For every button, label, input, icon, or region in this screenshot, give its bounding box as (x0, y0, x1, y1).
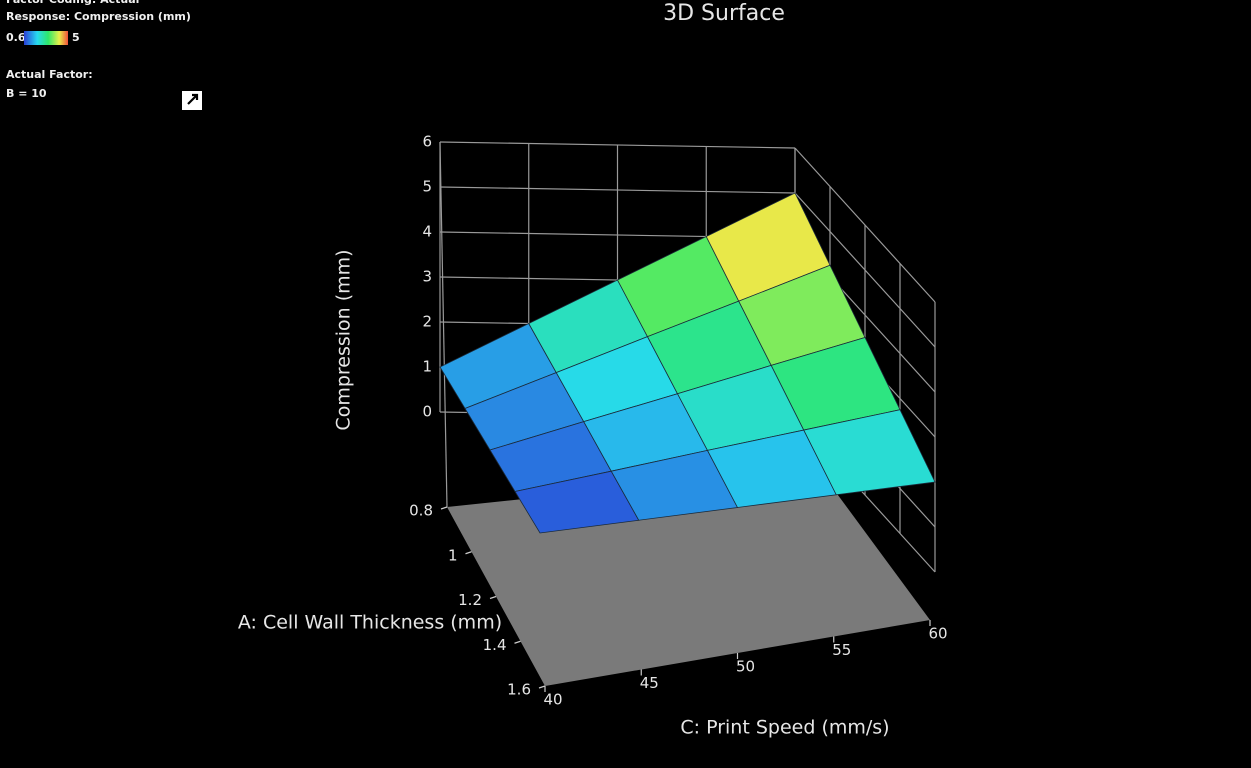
z-tick-label: 2 (422, 313, 432, 331)
export-button[interactable] (182, 91, 202, 110)
box-edge (439, 141, 448, 508)
z-tick-label: 6 (422, 133, 432, 151)
y-tick-label: 55 (832, 641, 851, 659)
tick-mark (514, 640, 521, 644)
y-tick-label: 50 (736, 658, 755, 676)
y-axis-label: C: Print Speed (mm/s) (680, 717, 889, 739)
colorbar-max: 5 (72, 31, 80, 44)
y-tick-label: 40 (543, 691, 562, 709)
x-tick-label: 1.4 (483, 636, 507, 654)
tick-mark (489, 595, 497, 600)
z-tick-label: 0 (422, 403, 432, 421)
colorbar-min: 0.6 (6, 31, 26, 44)
x-tick-label: 1.2 (458, 591, 482, 609)
x-tick-label: 1 (448, 546, 458, 564)
z-tick-label: 1 (422, 358, 432, 376)
x-tick-label: 0.8 (409, 502, 433, 520)
z-tick-label: 3 (422, 268, 432, 286)
y-tick-label: 60 (928, 625, 947, 643)
actual-factor-title: Actual Factor: (6, 68, 93, 81)
surface-cell (803, 409, 936, 496)
chart-title: 3D Surface (663, 1, 785, 26)
tick-mark (465, 551, 472, 555)
surface (439, 192, 936, 534)
factor-coding: Factor Coding: Actual (6, 0, 139, 6)
z-axis-label: Compression (mm) (333, 249, 355, 430)
tick-mark (538, 685, 546, 689)
actual-factor: B = 10 (6, 87, 47, 100)
z-tick-label: 4 (422, 223, 432, 241)
z-tick-label: 5 (422, 178, 432, 196)
tick-mark (440, 506, 448, 510)
x-axis-label: A: Cell Wall Thickness (mm) (238, 612, 502, 634)
response: Response: Compression (mm) (6, 10, 191, 23)
y-tick-label: 45 (640, 674, 659, 692)
colorbar (24, 31, 68, 45)
x-tick-label: 1.6 (507, 681, 531, 699)
